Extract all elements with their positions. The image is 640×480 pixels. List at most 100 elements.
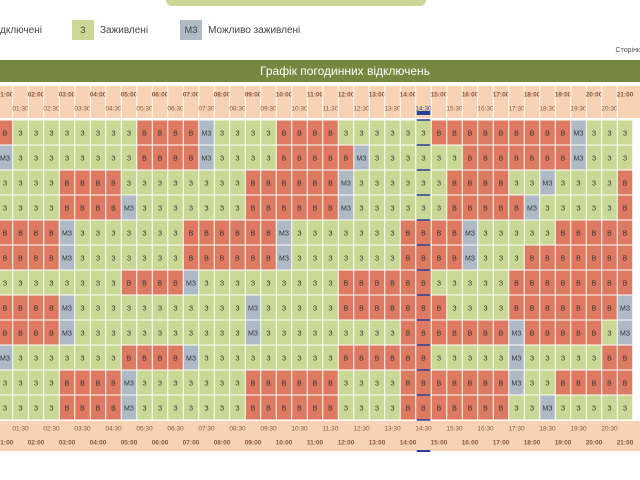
cell bbox=[540, 245, 555, 270]
cell bbox=[137, 220, 152, 245]
cell bbox=[261, 370, 276, 395]
cell bbox=[354, 320, 369, 345]
cell bbox=[245, 170, 261, 195]
cell-label: В bbox=[468, 130, 473, 137]
cell bbox=[59, 345, 75, 370]
cell bbox=[106, 145, 121, 170]
cell bbox=[478, 370, 493, 395]
cell bbox=[168, 370, 183, 395]
cell-label: З bbox=[483, 280, 487, 287]
cell-label: В bbox=[437, 130, 442, 137]
cell-label: З bbox=[375, 155, 379, 162]
cell bbox=[447, 245, 462, 270]
cell bbox=[385, 120, 400, 145]
cell bbox=[478, 345, 493, 370]
cell bbox=[214, 270, 230, 295]
cell bbox=[90, 295, 106, 320]
cell bbox=[555, 270, 571, 295]
cell bbox=[261, 345, 276, 370]
cell-label: З bbox=[96, 280, 100, 287]
cell bbox=[261, 295, 276, 320]
cell bbox=[137, 395, 152, 420]
time-label: 03:00 bbox=[59, 92, 76, 99]
cell-label: В bbox=[189, 155, 194, 162]
cell bbox=[75, 345, 90, 370]
cell-label: В bbox=[266, 380, 271, 387]
cell-label: З bbox=[49, 280, 53, 287]
cell-label: З bbox=[530, 405, 534, 412]
cell bbox=[493, 295, 509, 320]
cell-label: В bbox=[545, 330, 550, 337]
cell-label: В bbox=[282, 205, 287, 212]
cell-label: В bbox=[173, 155, 178, 162]
cell bbox=[292, 395, 307, 420]
cell-label: МЗ bbox=[124, 405, 134, 412]
cell bbox=[323, 320, 338, 345]
cell-label: В bbox=[514, 305, 519, 312]
cell bbox=[276, 320, 292, 345]
time-label: 04:30 bbox=[105, 106, 122, 113]
cell-label: З bbox=[359, 230, 363, 237]
cell bbox=[152, 245, 168, 270]
cell-label: В bbox=[607, 280, 612, 287]
cell-label: В bbox=[499, 330, 504, 337]
cell bbox=[416, 145, 431, 170]
cell bbox=[555, 220, 571, 245]
cell-label: В bbox=[623, 380, 628, 387]
cell-label: В bbox=[468, 155, 473, 162]
cell bbox=[152, 320, 168, 345]
cell bbox=[540, 170, 555, 195]
cell-label: З bbox=[220, 305, 224, 312]
cell-label: В bbox=[49, 305, 54, 312]
cell-label: МЗ bbox=[201, 130, 211, 137]
cell bbox=[478, 270, 493, 295]
cell-label: З bbox=[406, 130, 410, 137]
cell-label: З bbox=[421, 205, 425, 212]
cell-label: З bbox=[235, 380, 239, 387]
time-label: 20:00 bbox=[586, 92, 603, 99]
cell bbox=[416, 370, 431, 395]
cell bbox=[602, 295, 617, 320]
cell bbox=[0, 245, 13, 270]
cell bbox=[586, 120, 602, 145]
cell-label: В bbox=[111, 380, 116, 387]
cell bbox=[524, 345, 540, 370]
time-label: 04:00 bbox=[90, 92, 107, 99]
cell-label: В bbox=[297, 405, 302, 412]
cell bbox=[261, 320, 276, 345]
cell bbox=[478, 220, 493, 245]
cell bbox=[416, 295, 431, 320]
cell-label: В bbox=[561, 155, 566, 162]
cell bbox=[571, 270, 586, 295]
cell bbox=[13, 120, 28, 145]
cell bbox=[292, 295, 307, 320]
cell bbox=[137, 320, 152, 345]
cell-label: В bbox=[3, 130, 8, 137]
cell bbox=[121, 270, 137, 295]
cell-label: В bbox=[530, 305, 535, 312]
cell bbox=[152, 345, 168, 370]
cell-label: З bbox=[111, 280, 115, 287]
cell-label: В bbox=[561, 255, 566, 262]
cell bbox=[571, 145, 586, 170]
cell bbox=[602, 195, 617, 220]
cell bbox=[0, 145, 13, 170]
cell-label: З bbox=[607, 180, 611, 187]
cell bbox=[0, 220, 13, 245]
cell-label: З bbox=[499, 255, 503, 262]
top-button[interactable] bbox=[166, 0, 426, 6]
cell bbox=[540, 270, 555, 295]
cell-label: В bbox=[483, 130, 488, 137]
cell bbox=[199, 295, 214, 320]
cell-label: В bbox=[65, 205, 70, 212]
cell bbox=[168, 220, 183, 245]
cell bbox=[230, 245, 245, 270]
cell bbox=[0, 295, 13, 320]
cell bbox=[509, 245, 524, 270]
cell bbox=[493, 370, 509, 395]
cell bbox=[338, 270, 354, 295]
cell bbox=[59, 270, 75, 295]
cell bbox=[385, 195, 400, 220]
cell-label: В bbox=[452, 405, 457, 412]
cell-label: В bbox=[142, 130, 147, 137]
